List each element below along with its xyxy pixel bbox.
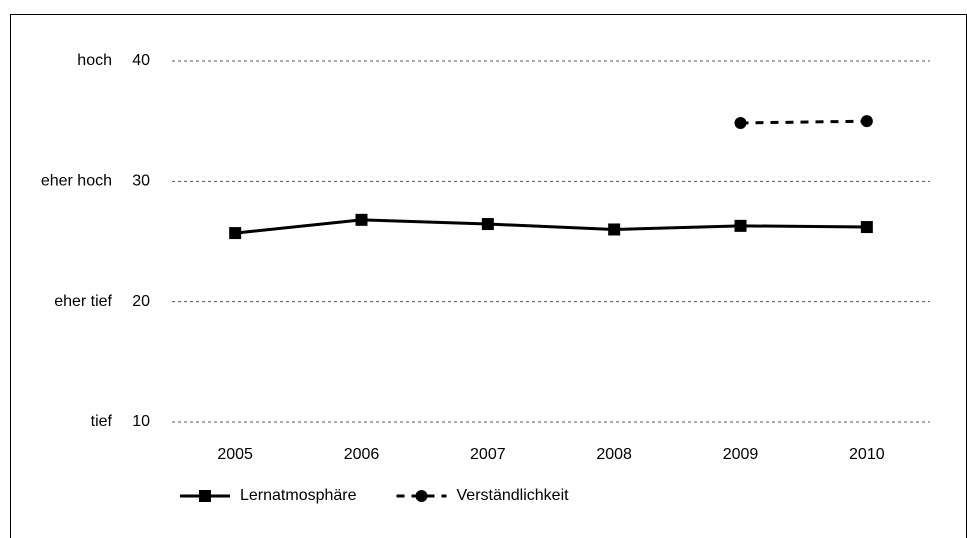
data-point — [860, 115, 873, 128]
series-line — [740, 119, 867, 125]
data-point — [860, 221, 873, 234]
y-tick-label: 10 — [132, 413, 150, 430]
legend-marker — [199, 490, 211, 502]
legend-label: Verständlichkeit — [457, 487, 570, 504]
legend-marker — [415, 490, 428, 502]
y-tick-label: 20 — [132, 293, 150, 310]
y-level-label: eher hoch — [41, 173, 112, 190]
data-point — [734, 219, 747, 232]
data-point — [734, 116, 747, 129]
x-tick-label: 2010 — [849, 446, 885, 463]
x-tick-label: 2006 — [344, 446, 380, 463]
data-point — [229, 227, 242, 240]
legend-label: Lernatmosphäre — [240, 487, 357, 504]
y-tick-label: 40 — [132, 52, 150, 69]
y-tick-label: 30 — [132, 173, 150, 190]
y-level-label: eher tief — [54, 293, 112, 310]
x-tick-label: 2007 — [470, 446, 506, 463]
series-line — [235, 218, 867, 235]
y-level-label: hoch — [77, 52, 112, 69]
data-point — [481, 218, 494, 231]
x-tick-label: 2008 — [596, 446, 632, 463]
y-level-label: tief — [91, 413, 113, 430]
x-tick-label: 2005 — [217, 446, 253, 463]
data-point — [355, 213, 368, 226]
data-point — [608, 223, 621, 236]
x-tick-label: 2009 — [723, 446, 759, 463]
